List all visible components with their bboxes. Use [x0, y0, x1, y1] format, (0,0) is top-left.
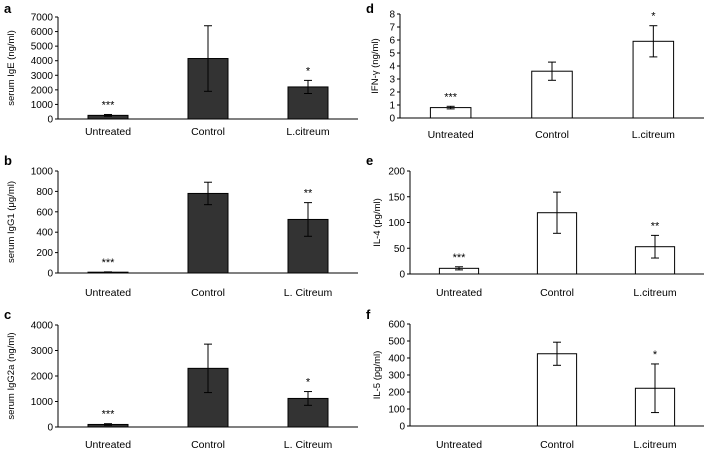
- y-tick-label: 50: [394, 244, 406, 255]
- y-tick-label: 100: [388, 218, 405, 229]
- y-tick-label: 2000: [31, 372, 54, 383]
- y-tick-label: 0: [399, 422, 405, 433]
- panel-letter: a: [4, 1, 12, 16]
- chart-panel-a: a 0 1000 2000 3000 4000 5000 6000 7000 serum IgE …: [4, 1, 358, 138]
- y-tick-label: 1: [389, 101, 395, 112]
- y-tick-label: 0: [47, 115, 53, 126]
- y-tick-label: 8: [389, 10, 395, 21]
- significance-label: ***: [102, 257, 116, 269]
- chart-panel-b: b 0 200 400 600 800 1000 serum IgG1 (μg/ml) *** U…: [4, 153, 358, 299]
- bar-2: [187, 192, 229, 274]
- y-tick-label: 300: [388, 371, 405, 382]
- panel-letter: b: [4, 153, 12, 168]
- y-tick-label: 6: [389, 36, 395, 47]
- y-tick-label: 5000: [31, 42, 54, 53]
- y-tick-label: 7000: [31, 13, 54, 24]
- y-tick-label: 100: [388, 405, 405, 416]
- y-axis-label: serum IgG2a (ng/ml): [6, 332, 17, 419]
- y-axis-label: serum IgG1 (μg/ml): [6, 181, 17, 263]
- y-axis-label: IFN-γ (ng/ml): [370, 38, 381, 93]
- significance-label: ***: [453, 252, 467, 264]
- category-label: Control: [540, 439, 574, 449]
- y-tick-label: 200: [388, 167, 405, 178]
- category-label: L.citreum: [633, 287, 676, 299]
- panel-letter: e: [366, 153, 373, 168]
- y-tick-label: 600: [388, 320, 405, 331]
- y-tick-label: 7: [389, 23, 395, 34]
- category-label: Untreated: [85, 439, 131, 449]
- y-axis-label: serum IgE (ng/ml): [6, 30, 17, 106]
- y-tick-label: 150: [388, 192, 405, 203]
- chart-panel-f: f 0 100 200 300 400 500 600 IL-5 (pg/ml) Untreate…: [366, 307, 704, 449]
- category-label: L. Citreum: [284, 287, 333, 299]
- category-label: Untreated: [85, 287, 131, 299]
- category-label: L.citreum: [633, 439, 676, 449]
- y-tick-label: 1000: [31, 167, 54, 178]
- y-tick-label: 0: [47, 423, 53, 434]
- significance-label: ***: [444, 91, 458, 103]
- category-label: L.citreum: [632, 129, 675, 141]
- category-label: Untreated: [436, 287, 482, 299]
- y-axis-label: IL-4 (pg/ml): [372, 198, 383, 247]
- chart-panel-d: d 0 1 2 3 4 5 6 7 8 IFN-γ (ng/ml) *** Untreated Contr…: [366, 1, 704, 141]
- significance-label: *: [306, 65, 311, 77]
- y-tick-label: 200: [36, 248, 53, 259]
- category-label: Control: [191, 287, 225, 299]
- category-label: Untreated: [428, 129, 474, 141]
- y-tick-label: 6000: [31, 27, 54, 38]
- y-tick-label: 3000: [31, 346, 54, 357]
- significance-label: *: [306, 377, 311, 389]
- panel-letter: f: [366, 307, 371, 322]
- y-tick-label: 4000: [31, 321, 54, 332]
- significance-label: **: [304, 188, 313, 200]
- y-tick-label: 1000: [31, 397, 54, 408]
- category-label: Control: [535, 129, 569, 141]
- significance-label: ***: [102, 409, 116, 421]
- panel-letter: c: [4, 307, 11, 322]
- category-label: Untreated: [436, 439, 482, 449]
- y-tick-label: 1000: [31, 100, 54, 111]
- category-label: Control: [191, 126, 225, 138]
- chart-panel-e: e 0 50 100 150 200 IL-4 (pg/ml) *** Untreated Con…: [366, 153, 704, 299]
- panel-letter: d: [366, 1, 374, 16]
- category-label: Control: [540, 287, 574, 299]
- significance-label: **: [651, 220, 660, 232]
- y-tick-label: 0: [389, 114, 395, 125]
- category-label: L. Citreum: [284, 439, 333, 449]
- y-tick-label: 2000: [31, 85, 54, 96]
- significance-label: ***: [102, 99, 116, 111]
- y-axis-label: IL-5 (pg/ml): [372, 351, 383, 400]
- y-tick-label: 800: [36, 187, 53, 198]
- y-tick-label: 0: [47, 269, 53, 280]
- y-tick-label: 4000: [31, 56, 54, 67]
- category-label: Untreated: [85, 126, 131, 138]
- significance-label: *: [651, 11, 656, 23]
- category-label: Control: [191, 439, 225, 449]
- y-tick-label: 3: [389, 75, 395, 86]
- category-label: L.citreum: [286, 126, 329, 138]
- y-tick-label: 500: [388, 337, 405, 348]
- y-tick-label: 400: [388, 354, 405, 365]
- y-tick-label: 200: [388, 388, 405, 399]
- y-tick-label: 400: [36, 228, 53, 239]
- y-tick-label: 3000: [31, 71, 54, 82]
- y-tick-label: 600: [36, 207, 53, 218]
- y-tick-label: 5: [389, 49, 395, 60]
- y-tick-label: 2: [389, 88, 395, 99]
- bar-2: [536, 353, 578, 427]
- y-tick-label: 4: [389, 62, 395, 73]
- y-tick-label: 0: [399, 270, 405, 281]
- significance-label: *: [653, 349, 658, 361]
